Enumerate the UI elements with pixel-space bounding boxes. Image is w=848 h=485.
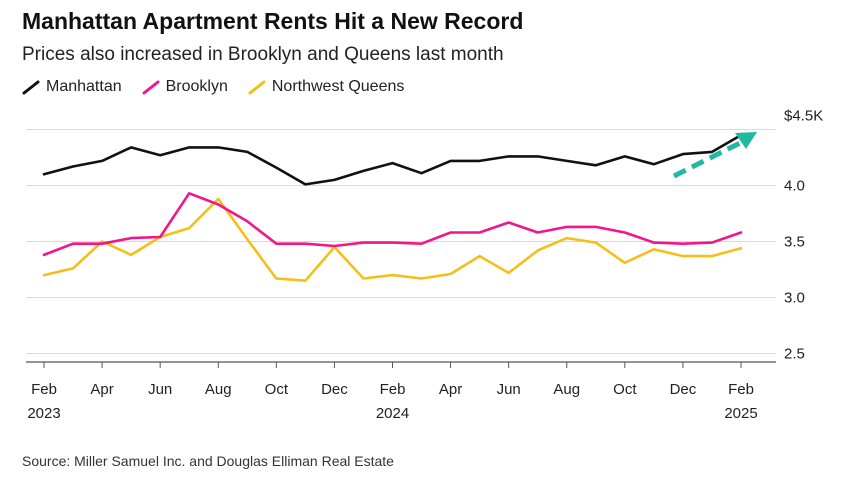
x-tick-label: Feb: [31, 381, 57, 398]
y-tick-label: 4.0: [784, 178, 805, 195]
legend-label-brooklyn: Brooklyn: [165, 78, 228, 95]
series-line-queens: [42, 197, 743, 283]
y-tick-label: 2.5: [784, 346, 805, 363]
x-tick-label: Dec: [670, 381, 697, 398]
x-tick-label: Aug: [553, 381, 580, 398]
x-tick-label: Feb: [728, 381, 754, 398]
legend-label-queens: Northwest Queens: [271, 78, 405, 95]
x-tick-label: Jun: [497, 381, 521, 398]
x-tick-label: Dec: [321, 381, 348, 398]
series-line-manhattan: [42, 133, 743, 186]
x-tick-label: Jun: [148, 381, 172, 398]
x-tick-label: Apr: [90, 381, 113, 398]
series-line-brooklyn: [42, 192, 743, 257]
legend-item-brooklyn: Brooklyn: [142, 78, 228, 96]
legend-item-queens: Northwest Queens: [248, 78, 405, 96]
x-tick-year-label: 2025: [724, 405, 757, 422]
legend-item-manhattan: Manhattan: [22, 78, 122, 96]
source-note: Source: Miller Samuel Inc. and Douglas E…: [22, 453, 394, 469]
trend-arrow-head-icon: [735, 132, 757, 149]
x-tick-label: Apr: [439, 381, 462, 398]
y-tick-label: 3.5: [784, 234, 805, 251]
x-tick-year-label: 2023: [27, 405, 60, 422]
legend: Manhattan Brooklyn Northwest Queens: [22, 78, 424, 96]
chart-subtitle: Prices also increased in Brooklyn and Qu…: [22, 44, 504, 65]
legend-label-manhattan: Manhattan: [46, 78, 122, 95]
x-tick-label: Oct: [265, 381, 289, 398]
x-tick-label: Aug: [205, 381, 232, 398]
x-tick-year-label: 2024: [376, 405, 409, 422]
legend-swatch-queens: [248, 80, 266, 95]
legend-swatch-manhattan: [22, 80, 40, 95]
x-tick-label: Feb: [380, 381, 406, 398]
y-tick-label: $4.5K: [784, 108, 823, 125]
trend-arrow-shaft: [672, 138, 746, 179]
y-tick-label: 3.0: [784, 290, 805, 307]
x-tick-label: Oct: [613, 381, 637, 398]
legend-swatch-brooklyn: [142, 80, 160, 95]
chart-title: Manhattan Apartment Rents Hit a New Reco…: [22, 8, 524, 34]
